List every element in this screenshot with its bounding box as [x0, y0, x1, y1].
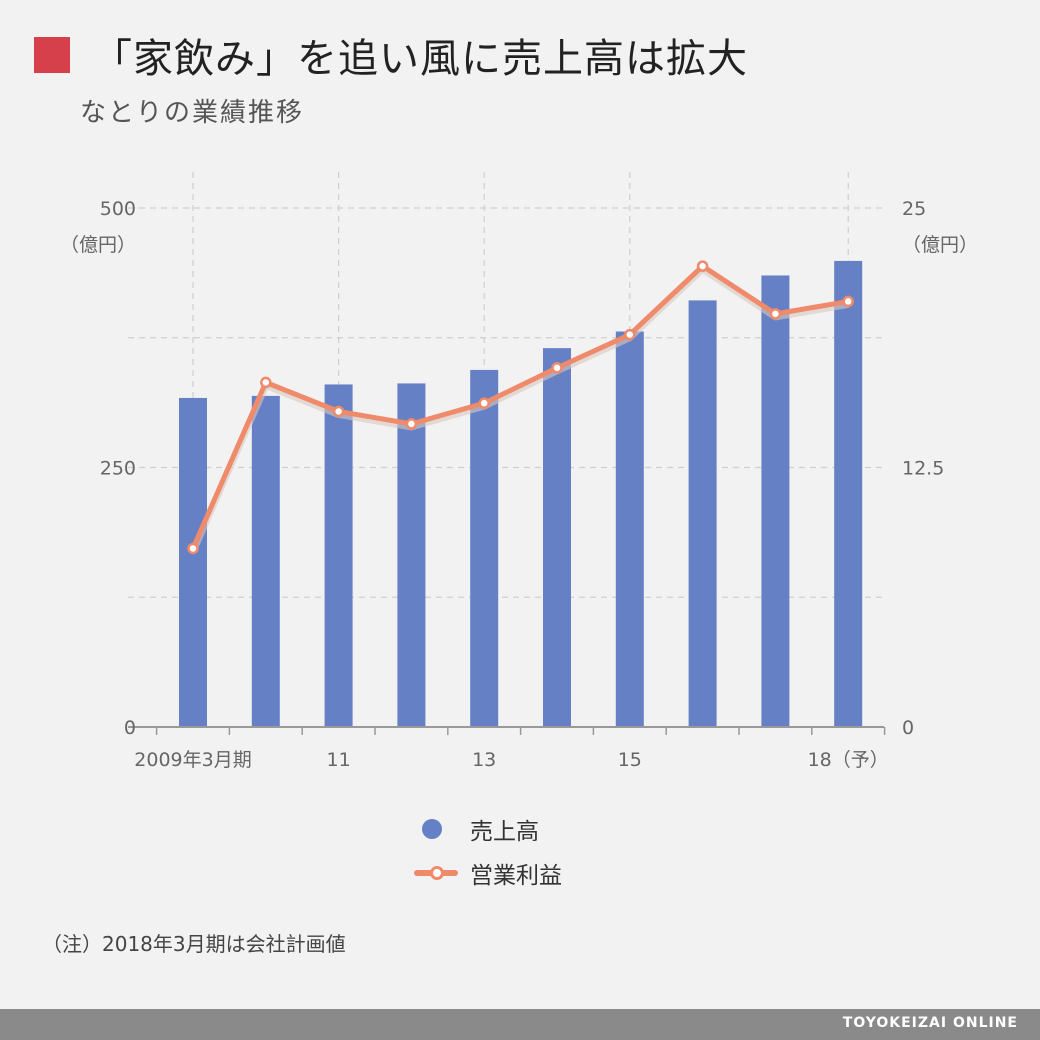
- legend-label-sales: 売上高: [470, 819, 539, 845]
- y-right-tick-label: 12.5: [902, 458, 944, 480]
- bar-sales-17: [761, 275, 790, 727]
- y-left-tick-label: 250: [100, 458, 136, 480]
- point-profit-2009年3月期: [187, 542, 199, 555]
- point-profit-18（予）: [842, 295, 854, 308]
- title-marker: [34, 37, 70, 73]
- x-tick-label: 13: [472, 749, 496, 771]
- y-right-tick-label: 0: [902, 717, 914, 739]
- y-left-unit: （億円）: [60, 234, 136, 256]
- chart-subtitle: なとりの業績推移: [80, 98, 305, 128]
- point-profit-11: [332, 405, 345, 418]
- footnote: （注）2018年3月期は会社計画値: [42, 932, 346, 956]
- bar-sales-11: [324, 384, 353, 727]
- x-tick-label: 15: [618, 749, 642, 771]
- chart-title: 「家飲み」を追い風に売上高は拡大: [92, 36, 748, 82]
- legend-dot-sales: [422, 819, 442, 839]
- bar-sales-18（予）: [834, 260, 863, 727]
- y-left-tick-label: 500: [100, 198, 136, 220]
- point-profit-15: [624, 328, 636, 341]
- legend-label-profit: 営業利益: [470, 863, 562, 889]
- x-tick-label: 11: [327, 749, 351, 771]
- legend-line-profit: [414, 866, 458, 880]
- point-profit-12: [405, 418, 418, 430]
- footer-bar: TOYOKEIZAI ONLINE: [0, 1009, 1040, 1040]
- y-right-tick-label: 25: [902, 198, 926, 220]
- point-profit-10: [260, 376, 272, 389]
- legend-item-sales: 売上高: [414, 812, 539, 846]
- bar-sales-10: [251, 395, 280, 727]
- bar-sales-12: [397, 383, 426, 727]
- x-tick-label: 18（予）: [808, 749, 889, 771]
- title-row: 「家飲み」を追い風に売上高は拡大: [34, 26, 748, 84]
- bar-sales-13: [470, 369, 499, 727]
- point-profit-17: [769, 308, 782, 320]
- point-profit-16: [696, 260, 709, 272]
- chart-area: 2009年3月期 11 13 15 18（予） 0 250 500 （億円） 0 12.5 25 （億円…: [60, 172, 978, 771]
- y-right-unit: （億円）: [902, 234, 978, 256]
- legend-item-profit: 営業利益: [414, 856, 562, 890]
- x-tick-label: 2009年3月期: [134, 749, 251, 771]
- line-profit: [190, 263, 849, 550]
- bar-sales-2009年3月期: [179, 397, 207, 727]
- bar-sales-15: [615, 331, 644, 727]
- point-profit-13: [478, 397, 490, 409]
- point-profit-14: [551, 362, 563, 374]
- footer-brand: TOYOKEIZAI ONLINE: [842, 1015, 1018, 1031]
- line-profit-shadow: [189, 265, 849, 553]
- bar-sales-16: [688, 300, 717, 727]
- y-left-tick-label: 0: [124, 717, 136, 739]
- bar-sales-14: [543, 348, 571, 727]
